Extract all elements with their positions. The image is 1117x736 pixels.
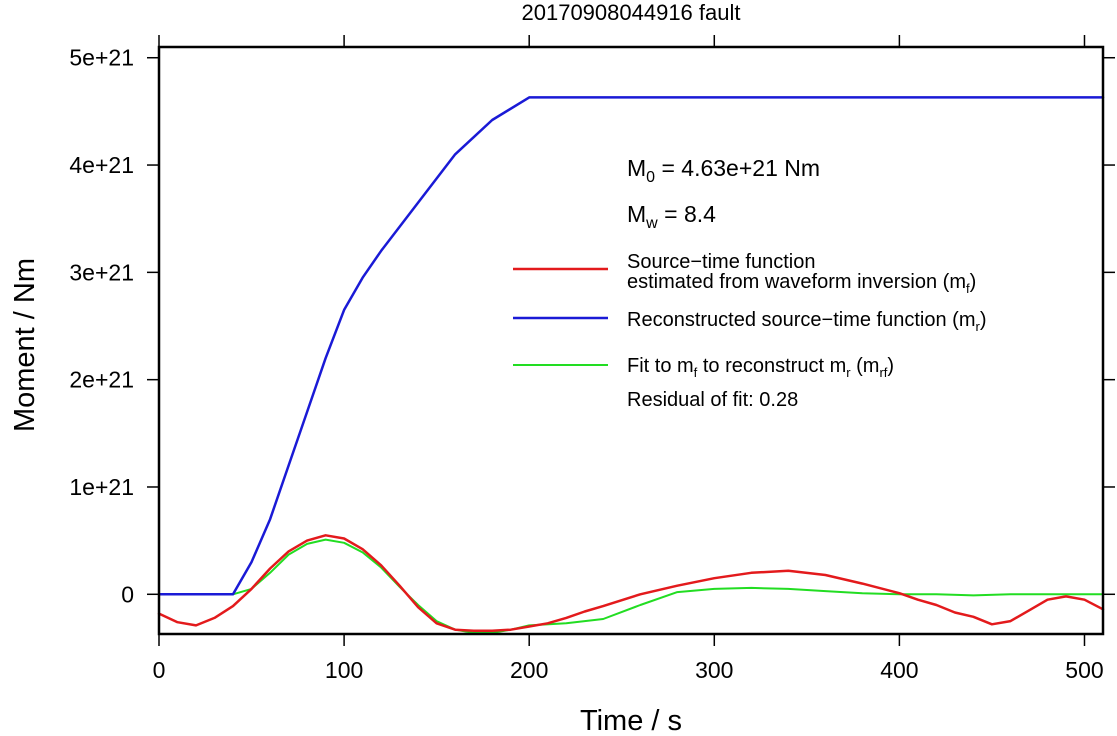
y-tick-label: 3e+21	[69, 259, 134, 285]
legend-mf-close: )	[970, 271, 977, 293]
legend-label-mr: Reconstructed source−time function (mr)	[627, 309, 987, 334]
x-tick-label: 300	[695, 657, 733, 683]
legend-mrf-text1: Fit to m	[627, 355, 694, 377]
legend-mr-close: )	[980, 309, 987, 331]
y-tick-label: 5e+21	[69, 45, 134, 71]
mw-value: = 8.4	[658, 201, 716, 227]
chart-title: 20170908044916 fault	[522, 0, 741, 25]
residual-annotation: Residual of fit: 0.28	[627, 389, 798, 411]
m0-symbol: M	[627, 155, 646, 181]
y-tick-label: 4e+21	[69, 152, 134, 178]
x-tick-label: 0	[153, 657, 166, 683]
y-tick-label: 1e+21	[69, 474, 134, 500]
legend-mrf-text3: (m	[851, 355, 880, 377]
series-line-mr	[157, 96, 1105, 596]
x-tick-label: 200	[510, 657, 548, 683]
axes: 0 100 200 300 400 500 0 1e+21 2e+21 3e+21 4e+21 5e+…	[69, 35, 1115, 683]
legend-mr-sub: r	[976, 319, 981, 334]
m0-value: = 4.63e+21 Nm	[655, 155, 820, 181]
m0-subscript: 0	[646, 169, 655, 186]
plot-lines	[157, 96, 1105, 634]
y-tick-label: 0	[121, 581, 134, 607]
legend-label-mf-line1: Source−time function	[627, 251, 815, 273]
legend: Source−time function estimated from wave…	[513, 251, 987, 411]
x-tick-label: 400	[880, 657, 918, 683]
legend-label-mf-line2: estimated from waveform inversion (mf)	[627, 271, 976, 296]
y-tick-label: 2e+21	[69, 367, 134, 393]
legend-mrf-text2: to reconstruct m	[697, 355, 846, 377]
mw-annotation: Mw = 8.4	[627, 201, 716, 232]
mw-subscript: w	[645, 215, 658, 232]
legend-mf-sub: f	[966, 281, 970, 296]
series-line-mf	[157, 534, 1105, 633]
m0-annotation: M0 = 4.63e+21 Nm	[627, 155, 820, 186]
x-tick-label: 500	[1065, 657, 1103, 683]
legend-mrf-sub2: r	[846, 365, 851, 380]
legend-mrf-close: )	[887, 355, 894, 377]
x-tick-label: 100	[325, 657, 363, 683]
y-axis-title: Moment / Nm	[9, 258, 41, 432]
plot-frame	[157, 45, 1105, 636]
legend-mrf-sub1: f	[694, 365, 698, 380]
legend-mf-text: estimated from waveform inversion (m	[627, 271, 966, 293]
legend-mr-text: Reconstructed source−time function (m	[627, 309, 976, 331]
mw-symbol: M	[627, 201, 646, 227]
legend-label-mrf: Fit to mf to reconstruct mr (mrf)	[627, 355, 894, 380]
x-axis-title: Time / s	[580, 705, 682, 736]
legend-mrf-sub3: rf	[879, 365, 887, 380]
series-line-mrf	[158, 538, 1104, 634]
